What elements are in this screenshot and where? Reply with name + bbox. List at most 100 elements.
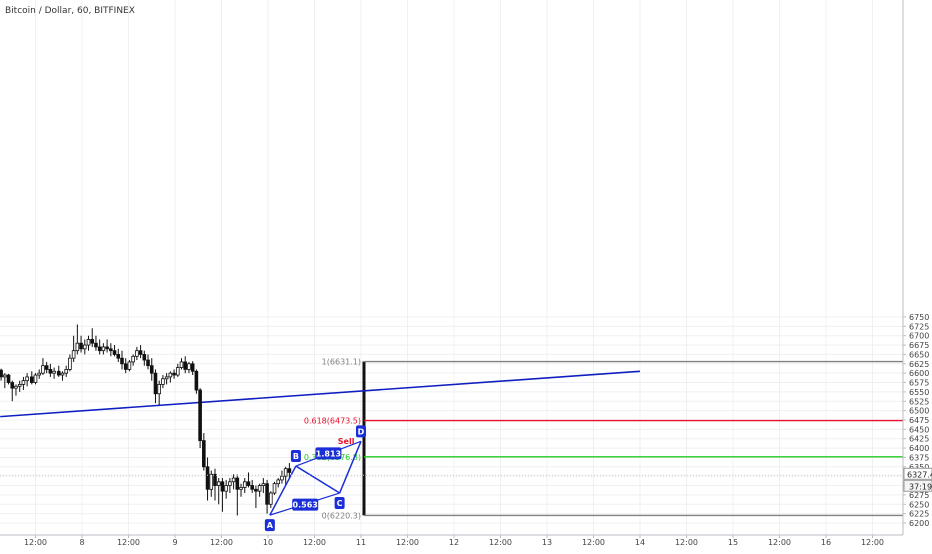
harmonic-leg-ab <box>269 465 297 516</box>
candle-body <box>168 372 173 378</box>
candle-body <box>71 350 76 359</box>
candle-body <box>90 339 95 344</box>
candle-body <box>183 361 188 370</box>
candle-body <box>209 473 214 490</box>
candle-body <box>44 365 49 370</box>
candle-body <box>64 369 68 374</box>
candle-body <box>131 355 135 363</box>
candle-body <box>14 385 18 389</box>
price-axis-bg <box>903 0 932 550</box>
candle-body <box>48 369 53 374</box>
candle-body <box>60 372 65 376</box>
fib-level-label: 0(6220.3) <box>322 511 361 520</box>
price-tick-label: 6275 <box>909 491 929 500</box>
candle-body <box>112 350 117 355</box>
price-tick-label: 6700 <box>909 332 929 341</box>
harmonic-point-label: D <box>358 427 365 436</box>
harmonic-pattern[interactable]: A B C D 0.563 1.813 Sell <box>264 425 366 532</box>
chart-title: Bitcoin / Dollar, 60, BITFINEX <box>5 6 135 16</box>
harmonic-ratio-label: 0.563 <box>293 501 318 510</box>
price-tick-label: 6500 <box>909 407 929 416</box>
time-tick-label: 12:00 <box>117 538 140 547</box>
candle-body <box>86 339 91 346</box>
time-tick-label: 12 <box>449 538 459 547</box>
price-tick-label: 6225 <box>909 510 929 519</box>
candle-body <box>17 383 22 387</box>
candle-body <box>280 475 284 481</box>
time-tick-label: 12:00 <box>861 538 884 547</box>
price-tick-label: 6650 <box>909 350 929 359</box>
candle-body <box>194 370 199 391</box>
time-tick-label: 8 <box>79 538 84 547</box>
price-tick-label: 6425 <box>909 435 929 444</box>
time-tick-label: 13 <box>542 538 552 547</box>
price-tick-label: 6525 <box>909 397 929 406</box>
harmonic-point-badge <box>264 519 275 532</box>
candle-body <box>3 374 7 378</box>
candle-body <box>97 346 102 352</box>
harmonic-ratio-label: 1.813 <box>316 449 341 458</box>
candle-body <box>250 485 254 490</box>
harmonic-point-badge <box>290 450 301 463</box>
time-tick-label: 15 <box>728 538 738 547</box>
time-tick-label: 12:00 <box>24 538 47 547</box>
candle-body <box>172 372 176 376</box>
candle-body <box>6 374 11 383</box>
current-price-label: 6327.4 <box>907 470 932 479</box>
fib-level-label: 1(6631.1) <box>322 358 361 367</box>
price-tick-label: 6575 <box>909 379 929 388</box>
candle-body <box>33 374 38 383</box>
candle-body <box>164 376 169 380</box>
time-tick-label: 16 <box>821 538 831 547</box>
candle-body <box>127 361 132 370</box>
candle-body <box>123 363 128 370</box>
harmonic-point-label: A <box>267 521 274 530</box>
price-tick-label: 6600 <box>909 369 929 378</box>
price-tick-label: 6750 <box>909 313 929 322</box>
harmonic-leg-bc <box>295 465 341 494</box>
candle-body <box>202 440 206 468</box>
candle-body <box>198 389 202 441</box>
sell-signal-label: Sell <box>338 437 355 446</box>
harmonic-point-label: C <box>337 499 343 508</box>
harmonic-leg-cd <box>338 441 362 494</box>
candle-body <box>68 357 72 370</box>
time-tick-label: 12:00 <box>675 538 698 547</box>
candle-body <box>101 346 106 352</box>
candle-body <box>287 468 292 473</box>
candle-body <box>56 370 61 376</box>
price-tick-label: 6675 <box>909 341 929 350</box>
harmonic-ratio-badge <box>315 447 342 460</box>
candle-body <box>94 342 98 348</box>
candle-body <box>138 350 143 355</box>
candle-body <box>149 365 154 374</box>
trendline[interactable] <box>0 370 641 418</box>
candle-body <box>153 372 158 395</box>
trendline-segment[interactable] <box>0 370 641 418</box>
candle-body <box>52 370 56 374</box>
fib-level-label: 0.618(6473.5) <box>304 417 361 426</box>
candle-body <box>82 344 87 350</box>
price-tick-label: 6625 <box>909 360 929 369</box>
candle-body <box>190 363 195 372</box>
harmonic-point-badge <box>334 497 345 510</box>
countdown-box <box>903 479 932 492</box>
price-tick-label: 6250 <box>909 500 929 509</box>
candle-body <box>254 488 258 492</box>
candle-body <box>157 383 161 395</box>
candle-body <box>272 483 277 494</box>
time-axis[interactable]: 12:00 8 12:00 9 12:00 10 12:00 11 12:00 12 12:00 13… <box>0 534 932 550</box>
candle-body <box>235 477 240 490</box>
candle-body <box>283 468 288 477</box>
price-tick-label: 6475 <box>909 416 929 425</box>
candle-body <box>231 477 236 483</box>
candle-body <box>261 483 266 486</box>
candle-body <box>276 479 281 485</box>
time-axis-bg <box>0 535 932 550</box>
harmonic-point-label: B <box>293 452 299 461</box>
time-tick-label: 10 <box>263 538 273 547</box>
candle-body <box>41 365 45 374</box>
